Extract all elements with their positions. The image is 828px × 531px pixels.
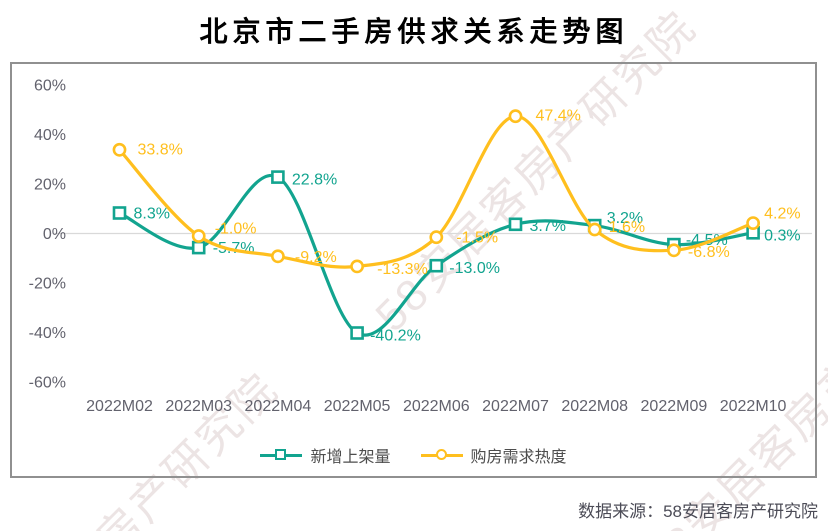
plot-area-border [10, 62, 817, 478]
data-label: 4.2% [764, 206, 800, 223]
series-line-1 [117, 114, 755, 269]
chart-legend: 新增上架量 购房需求热度 [10, 443, 817, 467]
x-tick-label: 2022M03 [165, 398, 232, 415]
marker-square-icon [429, 258, 444, 273]
marker-square-icon [191, 240, 206, 255]
data-label: 0.3% [764, 227, 800, 244]
y-tick-label: 60% [34, 78, 66, 95]
marker-square-icon [508, 217, 523, 232]
data-label: -9.2% [295, 249, 337, 266]
data-source: 数据来源：58安居客房产研究院 [578, 502, 818, 521]
x-tick-label: 2022M08 [561, 398, 628, 415]
x-tick-label: 2022M02 [86, 398, 153, 415]
x-tick-label: 2022M06 [403, 398, 470, 415]
x-tick-label: 2022M05 [324, 398, 391, 415]
marker-circle-icon [191, 229, 206, 243]
x-tick-label: 2022M07 [482, 398, 549, 415]
data-label: -6.8% [688, 244, 730, 261]
series-line-0 [117, 173, 755, 337]
y-tick-label: 20% [34, 177, 66, 194]
y-tick-label: -20% [29, 276, 66, 293]
x-tick-label: 2022M10 [720, 398, 787, 415]
marker-circle-icon [746, 216, 760, 230]
chart-title: 北京市二手房供求关系走势图 [199, 16, 629, 47]
data-label: 8.3% [134, 206, 170, 223]
data-label: 33.8% [138, 141, 183, 158]
data-label: -1.5% [456, 230, 498, 247]
legend-label: 购房需求热度 [470, 449, 567, 466]
data-label: -13.3% [377, 261, 428, 278]
y-tick-label: -40% [29, 325, 66, 342]
data-label: -40.2% [370, 328, 421, 345]
data-label: -13.0% [449, 260, 500, 277]
x-tick-label: 2022M04 [245, 398, 312, 415]
data-label: -1.0% [215, 221, 257, 238]
legend-item-new-listings: 新增上架量 [260, 443, 391, 467]
data-label: 3.2% [607, 210, 643, 227]
data-label: 47.4% [536, 108, 581, 125]
legend-item-demand-heat: 购房需求热度 [420, 443, 567, 467]
y-tick-label: -60% [29, 375, 66, 392]
legend-swatch-square-icon [260, 448, 303, 462]
data-label: 3.7% [530, 218, 566, 235]
legend-swatch-circle-icon [420, 448, 463, 462]
marker-square-icon [271, 170, 285, 184]
marker-circle-icon [112, 142, 127, 157]
marker-circle-icon [270, 249, 285, 264]
y-tick-label: 0% [43, 226, 66, 243]
marker-circle-icon [667, 243, 681, 258]
marker-circle-icon [429, 230, 444, 245]
marker-circle-icon [587, 222, 602, 237]
marker-circle-icon [350, 259, 364, 274]
marker-square-icon [112, 206, 127, 220]
marker-square-icon [350, 326, 364, 340]
data-label: 22.8% [292, 172, 337, 189]
marker-circle-icon [508, 109, 523, 124]
x-tick-label: 2022M09 [641, 398, 708, 415]
y-tick-label: 40% [34, 127, 66, 144]
data-label: 1.6% [609, 219, 645, 236]
legend-label: 新增上架量 [310, 449, 391, 466]
